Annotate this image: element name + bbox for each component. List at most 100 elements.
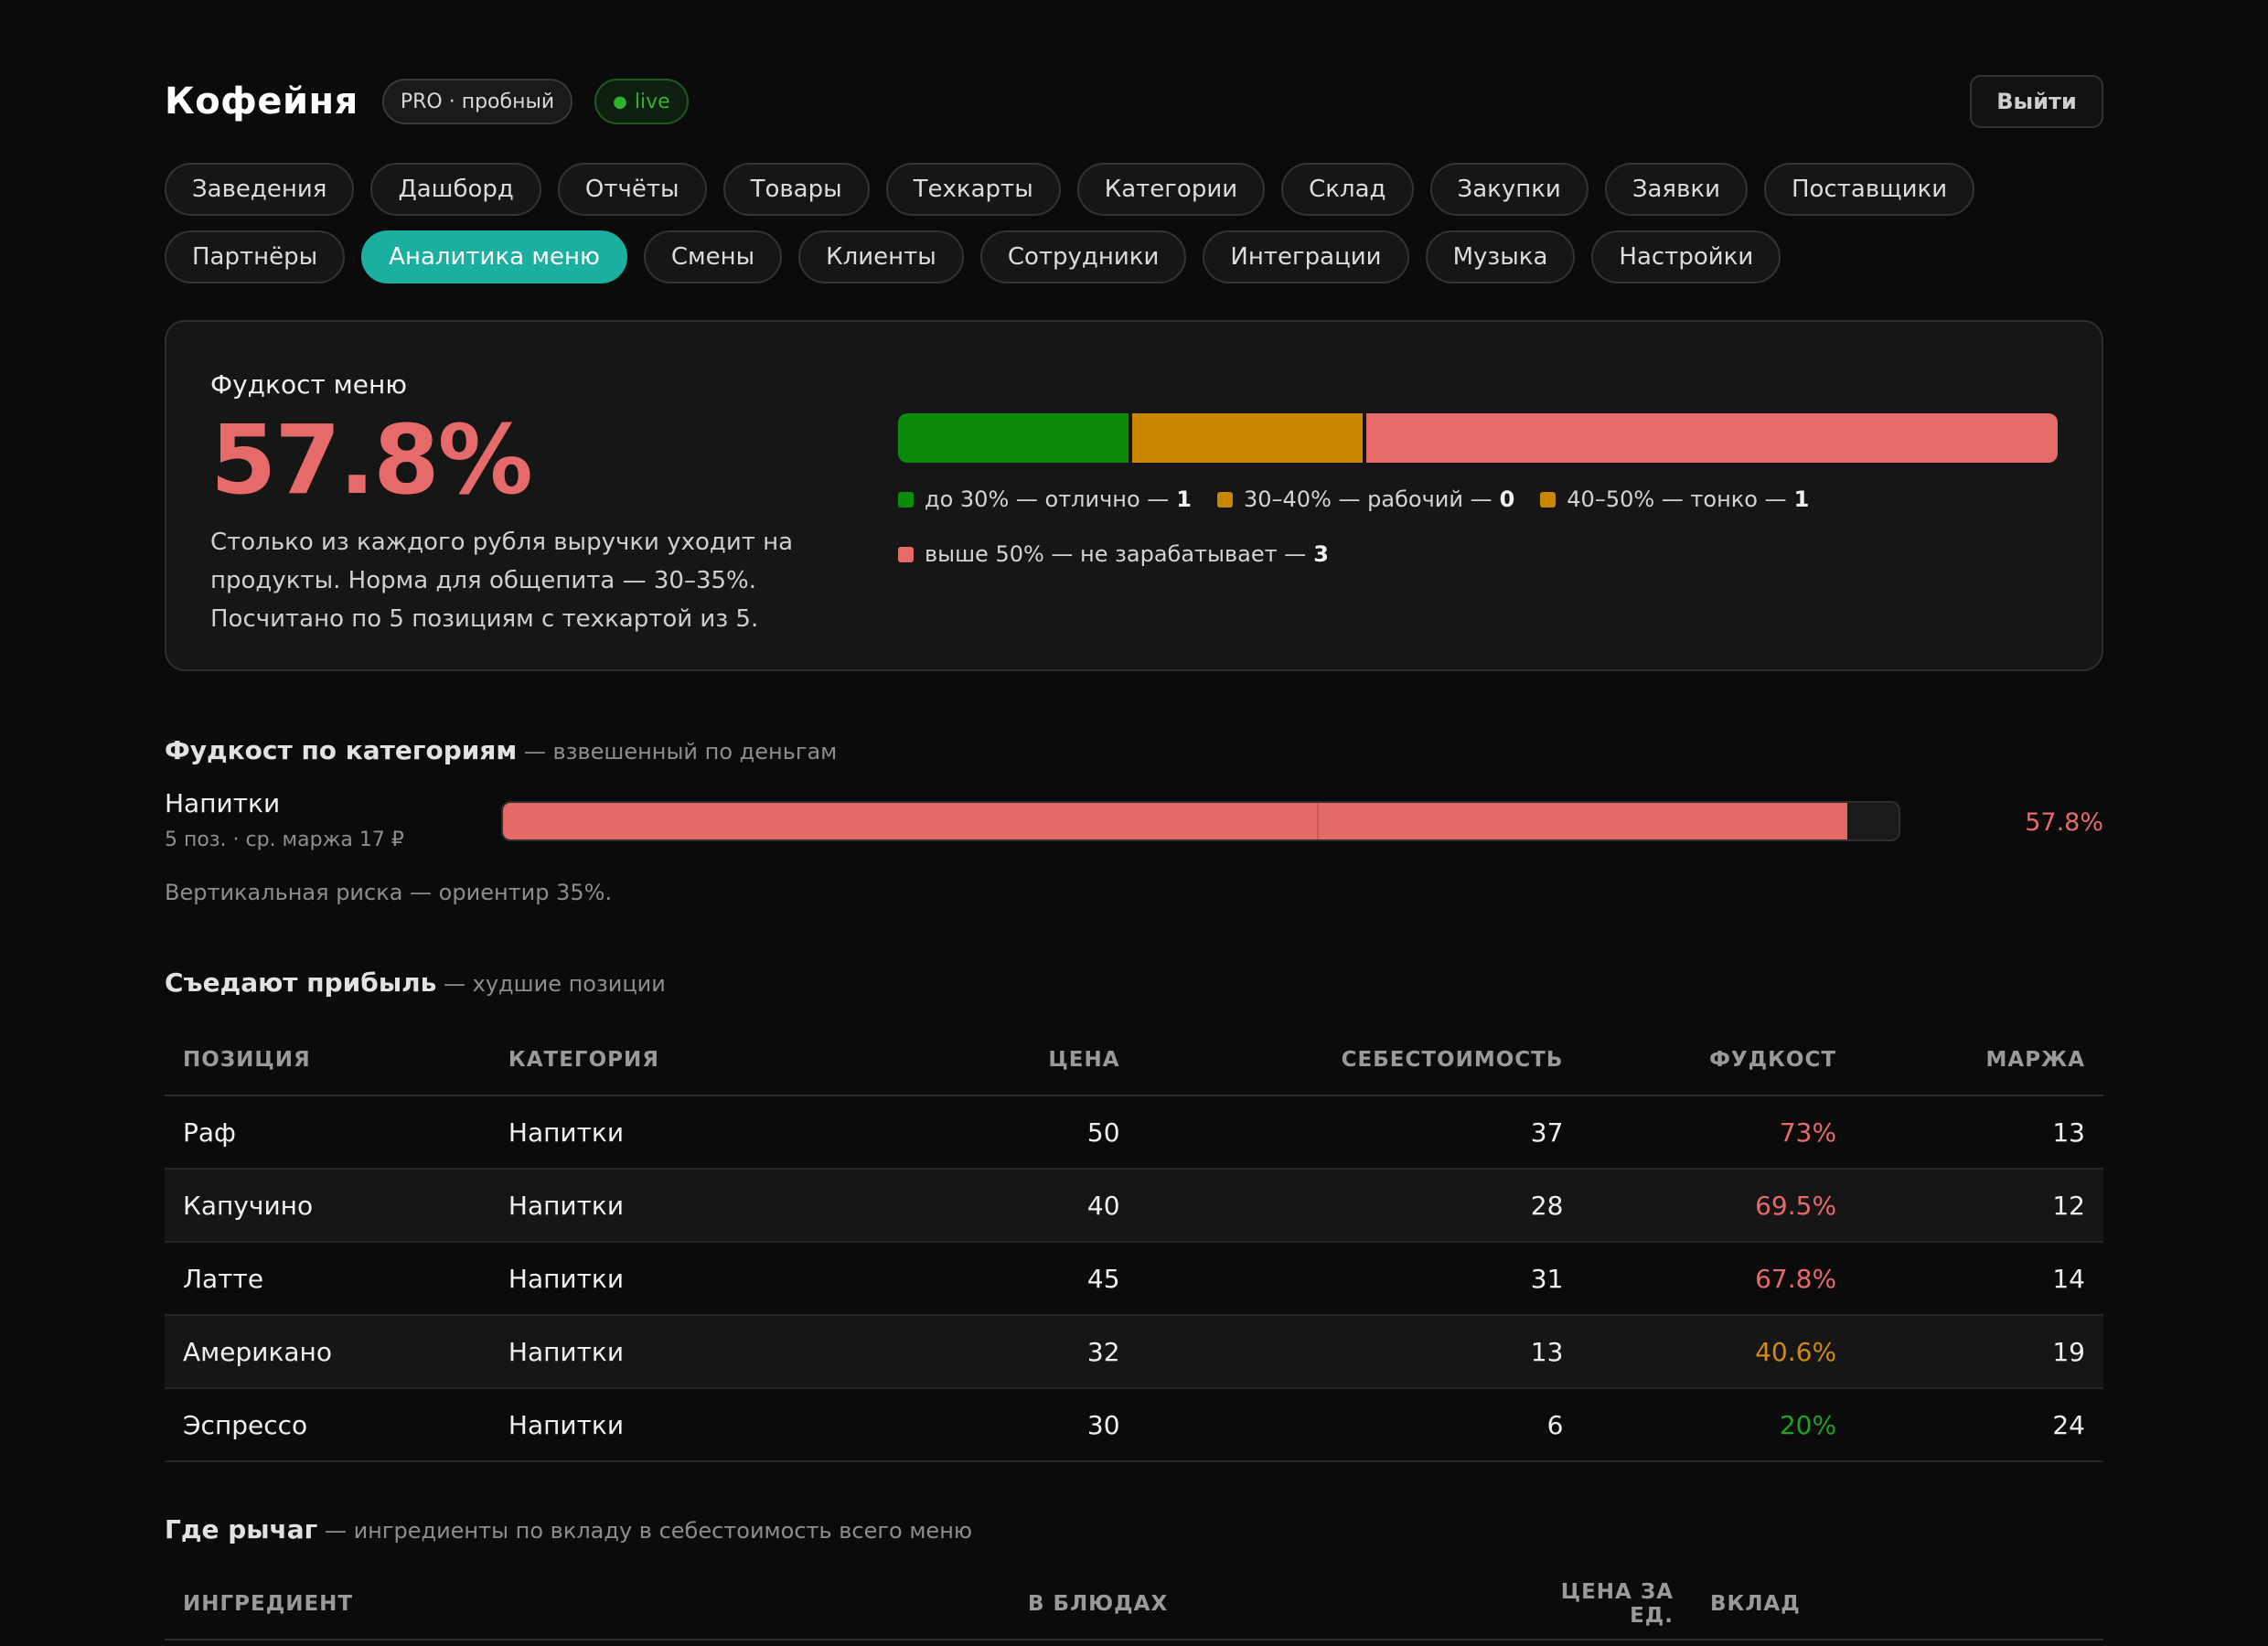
worst-positions-table: ПОЗИЦИЯ КАТЕГОРИЯ ЦЕНА СЕБЕСТОИМОСТЬ ФУД… — [165, 1024, 2103, 1462]
nav-tab[interactable]: Склад — [1281, 163, 1414, 216]
legend-item: 30–40% — рабочий — 0 — [1217, 486, 1514, 512]
foodcost-cell: 40.6% — [1581, 1315, 1856, 1389]
col-foodcost[interactable]: ФУДКОСТ — [1581, 1024, 1856, 1096]
nav-tab[interactable]: Товары — [722, 163, 870, 216]
nav-tab[interactable]: Техкарты — [885, 163, 1061, 216]
position-cell: Капучино — [165, 1169, 490, 1243]
table-header-row: ИНГРЕДИЕНТ В БЛЮДАХ ЦЕНА ЗА ЕД. ВКЛАД — [165, 1568, 2103, 1641]
table-row[interactable]: Раф Напитки 50 37 73% 13 — [165, 1096, 2103, 1170]
worst-subtitle: — худшие позиции — [436, 971, 666, 997]
category-meta: 5 поз. · ср. маржа 17 ₽ — [165, 828, 404, 851]
price-cell: 50 — [816, 1096, 1139, 1170]
col-margin[interactable]: МАРЖА — [1855, 1024, 2103, 1096]
col-price[interactable]: ЦЕНА — [816, 1024, 1139, 1096]
nav-tab[interactable]: Интеграции — [1203, 230, 1409, 283]
legend-label: до 30% — отлично — — [925, 486, 1170, 512]
foodcost-cell: 69.5% — [1581, 1169, 1856, 1243]
legend-label: 40–50% — тонко — — [1567, 486, 1787, 512]
table-header-row: ПОЗИЦИЯ КАТЕГОРИЯ ЦЕНА СЕБЕСТОИМОСТЬ ФУД… — [165, 1024, 2103, 1096]
table-row[interactable]: Эспрессо Напитки 30 6 20% 24 — [165, 1388, 2103, 1462]
cost-cell: 31 — [1138, 1242, 1582, 1316]
lever-title: Где рычаг — [165, 1514, 318, 1544]
nav-tab[interactable]: Смены — [643, 230, 783, 283]
foodcost-cell: 20% — [1581, 1388, 1856, 1462]
position-cell: Эспрессо — [165, 1388, 490, 1462]
distribution-segment — [1132, 413, 1363, 463]
col-category[interactable]: КАТЕГОРИЯ — [489, 1024, 817, 1096]
nav-tab[interactable]: Клиенты — [798, 230, 964, 283]
app-header: Кофейня PRO · пробный ● live Выйти — [165, 73, 2103, 130]
categories-section-title: Фудкост по категориям — взвешенный по де… — [165, 735, 837, 765]
nav-tab[interactable]: Музыка — [1425, 230, 1576, 283]
category-foodcost-value: 57.8% — [2025, 808, 2103, 837]
legend-label: 30–40% — рабочий — — [1244, 486, 1492, 512]
col-ingredient[interactable]: ИНГРЕДИЕНТ — [165, 1568, 1010, 1641]
nav-tab[interactable]: Аналитика меню — [361, 230, 627, 283]
foodcost-distribution: до 30% — отлично —1 30–40% — рабочий —0 40… — [898, 413, 2058, 567]
category-foodcost-bar — [501, 801, 1900, 841]
category-cell: Напитки — [489, 1388, 817, 1462]
legend-item: 40–50% — тонко —1 — [1540, 486, 1809, 512]
price-cell: 32 — [816, 1315, 1139, 1389]
nav-tab[interactable]: Дашборд — [370, 163, 541, 216]
legend-count: 0 — [1499, 486, 1515, 512]
price-cell: 45 — [816, 1242, 1139, 1316]
legend-swatch-icon — [898, 546, 914, 562]
category-name: Напитки — [165, 788, 281, 818]
legend-count: 1 — [1176, 486, 1192, 512]
worst-title: Съедают прибыль — [165, 967, 437, 998]
live-badge-label: live — [634, 90, 670, 113]
col-cost[interactable]: СЕБЕСТОИМОСТЬ — [1138, 1024, 1582, 1096]
legend-swatch-icon — [898, 491, 914, 508]
nav-tab[interactable]: Отчёты — [557, 163, 707, 216]
nav-tab[interactable]: Заявки — [1604, 163, 1748, 216]
cost-cell: 13 — [1138, 1315, 1582, 1389]
margin-cell: 19 — [1855, 1315, 2103, 1389]
benchmark-note: Вертикальная риска — ориентир 35%. — [165, 880, 613, 905]
category-cell: Напитки — [489, 1242, 817, 1316]
categories-subtitle: — взвешенный по деньгам — [517, 739, 838, 764]
nav-tab[interactable]: Заведения — [165, 163, 355, 216]
margin-cell: 13 — [1855, 1096, 2103, 1170]
foodcost-description: Столько из каждого рубля выручки уходит … — [210, 529, 794, 634]
legend-count: 1 — [1793, 486, 1810, 512]
price-cell: 40 — [816, 1169, 1139, 1243]
foodcost-cell: 73% — [1581, 1096, 1856, 1170]
live-dot-icon: ● — [613, 91, 627, 112]
nav-tab[interactable]: Закупки — [1429, 163, 1589, 216]
col-contribution[interactable]: ВКЛАД — [1692, 1568, 2103, 1641]
col-position[interactable]: ПОЗИЦИЯ — [165, 1024, 490, 1096]
benchmark-tick — [1317, 803, 1320, 839]
foodcost-title: Фудкост меню — [210, 369, 407, 400]
price-cell: 30 — [816, 1388, 1139, 1462]
position-cell: Раф — [165, 1096, 490, 1170]
distribution-legend: до 30% — отлично —1 30–40% — рабочий —0 40… — [898, 486, 1886, 567]
nav-tab[interactable]: Партнёры — [165, 230, 346, 283]
legend-item: до 30% — отлично —1 — [898, 486, 1192, 512]
table-row[interactable]: Латте Напитки 45 31 67.8% 14 — [165, 1242, 2103, 1316]
foodcost-value: 57.8% — [210, 404, 533, 516]
position-cell: Американо — [165, 1315, 490, 1389]
distribution-segment — [1366, 413, 2058, 463]
categories-title: Фудкост по категориям — [165, 735, 518, 765]
foodcost-card: Фудкост меню 57.8% Столько из каждого ру… — [165, 320, 2103, 671]
logout-button[interactable]: Выйти — [1970, 75, 2103, 128]
table-row[interactable]: Американо Напитки 32 13 40.6% 19 — [165, 1315, 2103, 1389]
col-in-dishes[interactable]: В БЛЮДАХ — [1010, 1568, 1492, 1641]
legend-label: выше 50% — не зарабатывает — — [925, 541, 1307, 567]
nav-tab[interactable]: Категории — [1076, 163, 1266, 216]
table-row[interactable]: Капучино Напитки 40 28 69.5% 12 — [165, 1169, 2103, 1243]
margin-cell: 12 — [1855, 1169, 2103, 1243]
category-row[interactable]: Напитки 5 поз. · ср. маржа 17 ₽ 57.8% — [165, 788, 2103, 865]
ingredients-table: ИНГРЕДИЕНТ В БЛЮДАХ ЦЕНА ЗА ЕД. ВКЛАД — [165, 1568, 2103, 1641]
col-unit-price[interactable]: ЦЕНА ЗА ЕД. — [1492, 1568, 1692, 1641]
main-nav: Заведения Дашборд Отчёты Товары Техкарты Кате… — [165, 163, 2103, 283]
category-cell: Напитки — [489, 1096, 817, 1170]
nav-tab[interactable]: Настройки — [1591, 230, 1781, 283]
plan-badge: PRO · пробный — [381, 79, 573, 124]
nav-tab[interactable]: Сотрудники — [979, 230, 1187, 283]
venue-title: Кофейня — [165, 80, 358, 123]
cost-cell: 37 — [1138, 1096, 1582, 1170]
nav-tab[interactable]: Поставщики — [1764, 163, 1975, 216]
